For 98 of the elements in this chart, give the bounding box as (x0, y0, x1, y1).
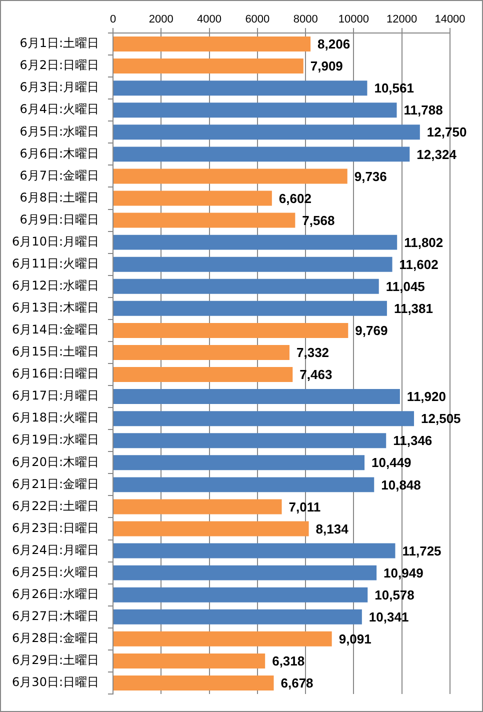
x-tick-label: 2000 (148, 13, 174, 26)
y-tick-label: 6月4日:火曜日 (20, 102, 99, 116)
data-label: 7,909 (310, 58, 343, 74)
data-label: 10,848 (381, 477, 421, 492)
bar (114, 433, 386, 448)
data-label: 10,449 (372, 455, 412, 470)
x-tick-label: 6000 (245, 13, 270, 26)
data-label: 12,324 (416, 146, 458, 162)
y-tick-label: 6月23日:日曜日 (12, 520, 99, 535)
bar (114, 653, 266, 668)
data-label: 12,750 (426, 124, 467, 140)
y-tick-label: 6月13日:木曜日 (12, 300, 99, 315)
y-tick-label: 6月15日:土曜日 (12, 344, 99, 359)
y-tick-label: 6月14日:金曜日 (12, 322, 99, 337)
x-tick-label: 4000 (197, 13, 222, 26)
y-tick-label: 6月22日:土曜日 (12, 498, 99, 513)
bar (114, 168, 348, 184)
data-label: 11,346 (393, 433, 432, 448)
bar (114, 322, 348, 338)
data-label: 9,769 (355, 323, 388, 338)
bar (114, 58, 304, 74)
data-label: 10,341 (368, 609, 409, 624)
bar (114, 146, 410, 162)
y-tick-label: 6月24日:月曜日 (12, 542, 99, 557)
bar (114, 543, 396, 558)
bar (114, 609, 362, 624)
data-label: 8,134 (316, 521, 350, 536)
data-label: 11,045 (386, 278, 425, 294)
data-label: 6,318 (272, 654, 305, 669)
y-tick-label: 6月2日:日曜日 (20, 58, 99, 72)
y-tick-label: 6月25日:火曜日 (12, 564, 99, 579)
bar (114, 389, 400, 404)
data-label: 12,505 (421, 411, 461, 426)
x-tick-label: 8000 (293, 13, 318, 26)
y-tick-label: 6月17日:月曜日 (12, 388, 99, 403)
y-tick-label: 6月12日:水曜日 (12, 278, 99, 293)
data-label: 9,736 (354, 168, 387, 184)
data-label: 11,725 (402, 543, 442, 558)
bar (114, 234, 398, 250)
data-label: 11,381 (394, 300, 434, 316)
bar (114, 411, 414, 426)
bar (114, 675, 274, 690)
bar (114, 80, 368, 96)
bar (114, 256, 392, 272)
y-tick-label: 6月18日:火曜日 (12, 410, 99, 425)
y-tick-label: 6月16日:日曜日 (12, 366, 99, 381)
bar (114, 455, 365, 470)
data-label: 10,561 (374, 80, 414, 96)
data-label: 11,602 (399, 256, 438, 272)
bar (114, 587, 368, 602)
bar (114, 190, 272, 206)
y-tick-label: 6月11日:火曜日 (12, 256, 99, 270)
bar (114, 477, 374, 492)
data-label: 11,788 (404, 102, 443, 118)
y-tick-label: 6月26日:水曜日 (12, 586, 99, 601)
y-tick-label: 6月19日:水曜日 (12, 432, 99, 447)
data-label: 11,802 (404, 234, 444, 250)
y-tick-label: 6月29日:土曜日 (12, 653, 99, 668)
y-tick-label: 6月10日:月曜日 (12, 234, 99, 248)
data-label: 6,678 (280, 676, 314, 691)
data-label: 7,463 (300, 367, 332, 382)
bar (114, 565, 377, 580)
bar (114, 36, 311, 52)
y-tick-label: 6月1日:土曜日 (20, 36, 99, 50)
bar (114, 631, 332, 646)
y-tick-label: 6月30日:日曜日 (12, 675, 99, 690)
y-tick-label: 6月3日:月曜日 (20, 80, 99, 94)
x-tick-label: 14000 (434, 13, 466, 26)
y-tick-label: 6月7日:金曜日 (20, 168, 99, 182)
data-label: 7,332 (296, 345, 330, 360)
bar (114, 521, 309, 536)
bar (114, 300, 387, 316)
data-label: 6,602 (278, 190, 312, 206)
bar (114, 278, 379, 294)
x-tick-label: 10000 (338, 13, 370, 26)
data-label: 9,091 (338, 631, 372, 646)
data-label: 11,920 (406, 389, 446, 404)
y-tick-label: 6月21日:金曜日 (12, 476, 99, 491)
y-tick-label: 6月5日:水曜日 (20, 124, 99, 138)
x-tick-label: 0 (110, 13, 116, 26)
y-tick-label: 6月9日:日曜日 (20, 212, 99, 226)
bar (114, 212, 296, 228)
data-label: 7,568 (302, 212, 335, 228)
bar (114, 344, 290, 360)
bar (114, 102, 397, 118)
y-tick-label: 6月6日:木曜日 (20, 146, 99, 160)
bar (114, 499, 282, 514)
y-tick-label: 6月8日:土曜日 (20, 190, 99, 204)
y-tick-label: 6月27日:木曜日 (12, 609, 99, 624)
data-label: 10,949 (384, 565, 424, 580)
data-label: 8,206 (318, 36, 350, 52)
y-tick-label: 6月28日:金曜日 (12, 631, 99, 646)
bar (114, 124, 420, 140)
data-label: 10,578 (374, 587, 414, 602)
bar (114, 367, 293, 382)
data-label: 7,011 (288, 499, 321, 514)
y-tick-label: 6月20日:木曜日 (12, 454, 99, 469)
x-tick-label: 12000 (386, 13, 418, 26)
